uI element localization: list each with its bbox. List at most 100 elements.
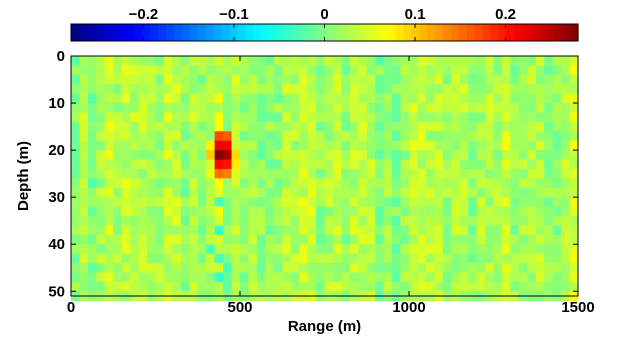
heatmap-cell — [307, 112, 317, 123]
heatmap-cell — [510, 234, 520, 245]
heatmap-cell — [468, 263, 478, 273]
heatmap-cell — [87, 263, 97, 273]
heatmap-cell — [265, 187, 275, 198]
heatmap-cell — [451, 84, 461, 95]
heatmap-cell — [104, 65, 114, 76]
heatmap-cell — [358, 131, 368, 142]
colorbar-segment — [403, 24, 413, 41]
colorbar-segment — [332, 24, 341, 41]
heatmap-cell — [476, 84, 486, 95]
heatmap-cell — [96, 272, 106, 283]
heatmap-cell — [273, 234, 283, 245]
heatmap-cell — [442, 234, 452, 245]
heatmap-cell — [87, 150, 97, 161]
heatmap-cell — [299, 168, 309, 179]
heatmap-cell — [121, 225, 131, 236]
heatmap-cell — [299, 244, 309, 255]
heatmap-cell — [307, 131, 317, 142]
heatmap-cell — [206, 84, 216, 95]
heatmap-cell — [501, 206, 511, 217]
heatmap-cell — [409, 131, 418, 142]
heatmap-cell — [121, 197, 131, 208]
heatmap-cell — [147, 244, 156, 255]
heatmap-cell — [206, 234, 216, 245]
heatmap-cell — [104, 253, 114, 264]
heatmap-cell — [155, 216, 165, 226]
heatmap-cell — [485, 159, 494, 170]
heatmap-cell — [256, 103, 266, 113]
heatmap-cell — [324, 206, 334, 217]
heatmap-cell — [214, 159, 224, 170]
heatmap-cell — [485, 65, 494, 76]
heatmap-cell — [290, 56, 300, 66]
heatmap-cell — [392, 56, 402, 66]
heatmap-cell — [383, 206, 393, 217]
heatmap-cell — [552, 234, 562, 245]
heatmap-cell — [87, 253, 97, 264]
heatmap-cell — [459, 84, 469, 95]
heatmap-cell — [527, 234, 537, 245]
heatmap-cell — [172, 187, 182, 198]
heatmap-cell — [79, 150, 89, 161]
heatmap-cell — [544, 216, 554, 226]
heatmap-cell — [290, 216, 300, 226]
heatmap-cell — [561, 93, 571, 104]
heatmap-cell — [138, 140, 148, 151]
heatmap-cell — [451, 244, 461, 255]
heatmap-cell — [493, 84, 503, 95]
heatmap-cell — [569, 103, 579, 113]
heatmap-cell — [476, 74, 486, 85]
heatmap-cell — [147, 216, 156, 226]
heatmap-cell — [366, 168, 376, 179]
colorbar-tick-label: 0.1 — [405, 6, 426, 23]
heatmap-cell — [147, 281, 156, 292]
heatmap-cell — [493, 178, 503, 189]
heatmap-cell — [104, 159, 114, 170]
heatmap-cell — [163, 187, 173, 198]
heatmap-cell — [341, 93, 351, 104]
heatmap-cell — [417, 206, 427, 217]
heatmap-cell — [240, 93, 249, 104]
heatmap-cell — [316, 112, 325, 123]
heatmap-cell — [527, 131, 537, 142]
heatmap-cell — [366, 93, 376, 104]
heatmap-cell — [392, 244, 402, 255]
heatmap-cell — [307, 234, 317, 245]
heatmap-cell — [476, 187, 486, 198]
heatmap-cell — [493, 187, 503, 198]
heatmap-cell — [282, 216, 292, 226]
heatmap-cell — [341, 206, 351, 217]
colorbar-segment — [181, 24, 191, 41]
heatmap-cell — [172, 93, 182, 104]
heatmap-cell — [316, 56, 325, 66]
heatmap-cell — [273, 206, 283, 217]
heatmap-cell — [130, 56, 140, 66]
heatmap-cell — [501, 131, 511, 142]
heatmap-cell — [299, 216, 309, 226]
heatmap-cell — [476, 103, 486, 113]
heatmap-cell — [459, 272, 469, 283]
heatmap-cell — [358, 150, 368, 161]
heatmap-cell — [265, 74, 275, 85]
heatmap-cell — [493, 234, 503, 245]
heatmap-cell — [197, 272, 207, 283]
heatmap-cell — [104, 103, 114, 113]
heatmap-cell — [552, 281, 562, 292]
heatmap-cell — [332, 74, 342, 85]
heatmap-cell — [459, 281, 469, 292]
heatmap-cell — [240, 65, 249, 76]
heatmap-cell — [87, 234, 97, 245]
heatmap-cell — [485, 74, 494, 85]
heatmap-cell — [535, 74, 545, 85]
heatmap-cell — [485, 197, 494, 208]
heatmap-cell — [71, 74, 80, 85]
heatmap-cell — [265, 253, 275, 264]
heatmap-cell — [79, 216, 89, 226]
heatmap-cell — [206, 131, 216, 142]
heatmap-cell — [79, 168, 89, 179]
colorbar-segment — [372, 24, 381, 41]
heatmap-cell — [206, 56, 216, 66]
heatmap-cell — [113, 225, 123, 236]
heatmap-cell — [409, 187, 418, 198]
y-tick-label: 10 — [48, 95, 65, 112]
